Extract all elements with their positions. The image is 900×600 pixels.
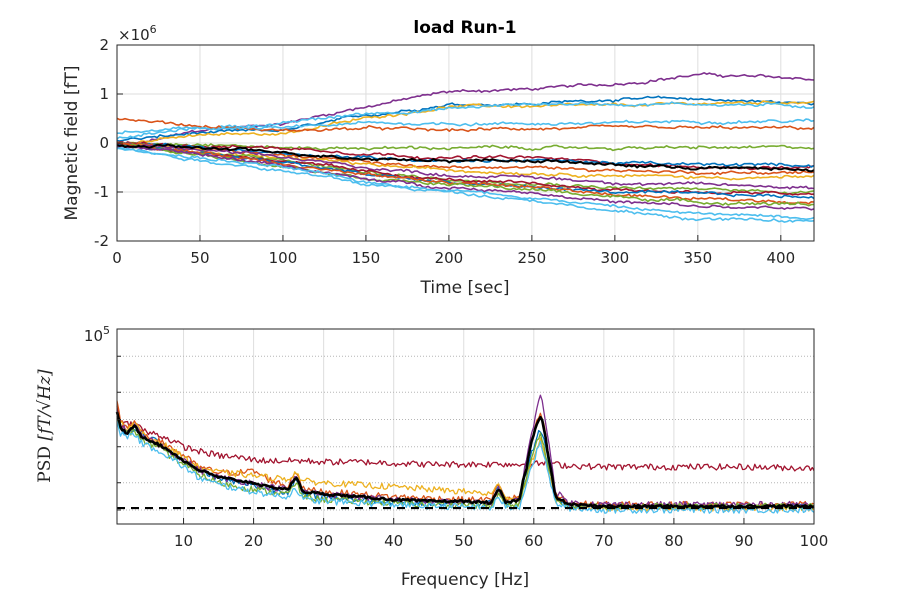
time-series-line — [116, 143, 815, 173]
time-series-line — [116, 101, 815, 140]
time-ytick-label: 1 — [99, 85, 109, 103]
psd-series-line — [116, 416, 815, 511]
psd-xtick-label: 50 — [454, 532, 473, 550]
psd-chart: 10 20 30 40 50 60 70 80 90 100 105 Frequency [Hz]… — [35, 324, 828, 590]
psd-ylabel-unit: [fT/√Hz] — [35, 369, 55, 441]
time-xtick-label: 50 — [190, 249, 209, 267]
time-ytick-label: 2 — [99, 36, 109, 54]
psd-series-line — [116, 394, 815, 509]
psd-xtick-label: 40 — [384, 532, 403, 550]
psd-chart-xlabel: Frequency [Hz] — [401, 570, 529, 590]
psd-chart-axes-box — [116, 328, 815, 525]
time-series-line — [116, 142, 815, 181]
psd-xtick-label: 100 — [800, 532, 829, 550]
time-series-line — [116, 141, 815, 176]
time-chart: load Run-1 ×106 0 50 100 150 200 250 300 350 400… — [62, 18, 815, 298]
time-chart-series — [116, 72, 815, 223]
time-ytick-label: 0 — [99, 134, 109, 152]
psd-xtick-label: 80 — [664, 532, 683, 550]
psd-xtick-label: 30 — [314, 532, 333, 550]
psd-xtick-label: 60 — [524, 532, 543, 550]
time-ytick-label: -1 — [94, 183, 109, 201]
time-xtick-label: 350 — [684, 249, 713, 267]
psd-chart-grid — [117, 329, 815, 524]
psd-xtick-label: 90 — [734, 532, 753, 550]
time-series-line — [116, 72, 815, 149]
psd-xtick-label: 70 — [594, 532, 613, 550]
psd-ylabel-prefix: PSD — [35, 446, 55, 483]
time-series-line — [117, 118, 815, 135]
time-series-line — [116, 142, 815, 190]
time-xtick-label: 0 — [112, 249, 122, 267]
time-series-line — [117, 145, 815, 211]
time-xtick-label: 200 — [435, 249, 464, 267]
time-xtick-label: 400 — [766, 249, 795, 267]
psd-chart-series — [115, 394, 815, 514]
psd-ytick-major: 105 — [84, 324, 110, 345]
time-chart-title: load Run-1 — [413, 18, 516, 38]
time-series-line — [116, 144, 815, 207]
time-chart-exponent: ×106 — [118, 23, 157, 44]
psd-xtick-label: 10 — [174, 532, 193, 550]
psd-series-line — [115, 411, 815, 509]
time-chart-grid — [116, 44, 814, 242]
psd-series-line — [116, 412, 815, 512]
time-xtick-label: 250 — [518, 249, 547, 267]
svg-text:PSD [fT/√Hz]: PSD [fT/√Hz] — [35, 369, 55, 483]
psd-ytick-major-power: 5 — [103, 324, 110, 337]
time-xtick-label: 150 — [352, 249, 381, 267]
time-series-line — [116, 147, 815, 223]
time-ytick-label: -2 — [94, 232, 109, 250]
psd-series-line — [116, 418, 815, 511]
time-chart-ylabel: Magnetic field [fT] — [62, 66, 82, 221]
time-chart-exponent-power: 6 — [150, 23, 157, 36]
time-xtick-label: 300 — [601, 249, 630, 267]
time-series-line — [116, 147, 815, 221]
time-chart-ticks: 0 50 100 150 200 250 300 350 400 -2 -1 0 1 2 — [94, 36, 795, 267]
time-chart-xlabel: Time [sec] — [420, 278, 510, 298]
psd-chart-ticks: 10 20 30 40 50 60 70 80 90 100 — [117, 328, 829, 550]
psd-chart-ylabel: PSD [fT/√Hz] — [35, 369, 55, 483]
psd-xtick-label: 20 — [244, 532, 263, 550]
time-xtick-label: 100 — [269, 249, 298, 267]
psd-series-line — [116, 405, 815, 472]
